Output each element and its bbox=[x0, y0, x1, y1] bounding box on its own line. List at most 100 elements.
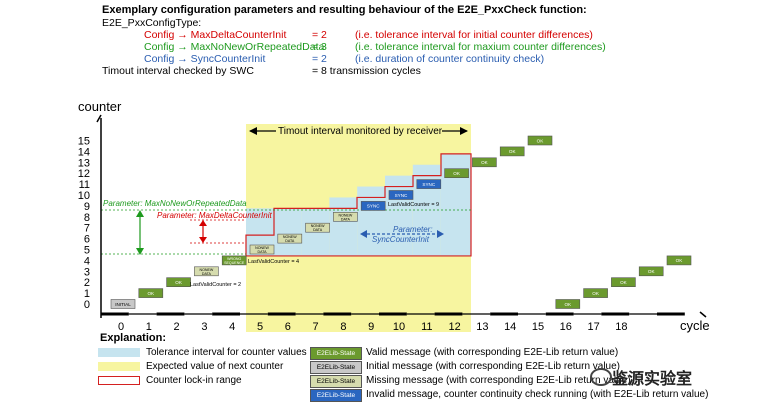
message-box-ok bbox=[166, 277, 191, 288]
legend-label-valid: Valid message (with corresponding E2E-Li… bbox=[366, 347, 619, 358]
message-box-ok bbox=[472, 157, 497, 168]
legend-state-initial: E2ELib-State bbox=[310, 361, 362, 374]
message-box-nonew bbox=[249, 244, 275, 255]
timeout-banner-label: Timout interval monitored by receiver bbox=[278, 126, 443, 137]
tolerance-band-step bbox=[357, 186, 385, 256]
message-box-label: OK bbox=[564, 302, 572, 307]
y-axis-label: counter bbox=[78, 99, 122, 114]
legend-label-invalid: Invalid message, counter continuity chec… bbox=[366, 389, 709, 400]
watermark-text: 鉴源实验室 bbox=[612, 371, 693, 388]
x-tick-label: 2 bbox=[174, 321, 180, 333]
legend-state-valid: E2ELib-State bbox=[310, 347, 362, 360]
message-box-label: OK bbox=[537, 138, 545, 143]
note-last-valid-4: LastValidCounter = 4 bbox=[248, 259, 299, 265]
legend-label-initial: Initial message (with corresponding E2E-… bbox=[366, 361, 621, 372]
param-blue-label-2: SyncCounterInit bbox=[372, 235, 430, 244]
message-box-label: DATA bbox=[341, 217, 351, 221]
param-green-label: Parameter: MaxNoNewOrRepeatedData bbox=[103, 199, 247, 208]
x-tick-label: 11 bbox=[421, 321, 432, 333]
message-box-label: SYNC bbox=[422, 182, 435, 187]
config-row-sync-value: = 2 bbox=[312, 53, 327, 65]
config-row-maxnonew-note: (i.e. tolerance interval for maxium coun… bbox=[355, 41, 606, 53]
param-blue-arrowhead-left bbox=[360, 230, 367, 238]
y-tick-label: 5 bbox=[84, 245, 90, 257]
param-red-arrowhead-bottom bbox=[199, 237, 207, 243]
message-box-label: NONEW bbox=[311, 224, 325, 228]
x-tick-label: 3 bbox=[201, 321, 207, 333]
message-box-label: OK bbox=[620, 280, 628, 285]
legend-label-expected: Expected value of next counter bbox=[146, 361, 284, 372]
x-tick-label: 6 bbox=[285, 321, 291, 333]
legend-swatch-lockin bbox=[98, 376, 140, 385]
message-box-ok bbox=[666, 255, 692, 266]
message-box-nonew bbox=[194, 266, 219, 277]
message-box-label: INITIAL bbox=[115, 302, 131, 307]
timeout-banner-right-arrowhead bbox=[460, 127, 468, 135]
message-box-ok bbox=[555, 299, 581, 309]
config-row-maxdelta-note: (i.e. tolerance interval for initial cou… bbox=[355, 29, 593, 41]
legend-label-lockin: Counter lock-in range bbox=[146, 375, 242, 386]
message-box-nonew bbox=[305, 222, 330, 233]
message-box-nonew bbox=[333, 212, 358, 222]
tolerance-band-step bbox=[385, 175, 413, 256]
config-row-sync-note: (i.e. duration of counter continuity che… bbox=[355, 53, 545, 65]
y-tick-label: 8 bbox=[84, 212, 90, 224]
y-axis-arrow-head bbox=[96, 114, 102, 123]
x-tick-label: 18 bbox=[615, 321, 627, 333]
y-tick-label: 4 bbox=[84, 255, 90, 267]
timeout-banner-left-arrowhead bbox=[249, 127, 257, 135]
message-box-sync bbox=[360, 201, 386, 211]
note-last-valid-9: LastValidCounter = 9 bbox=[388, 202, 439, 208]
x-axis-label: cycle bbox=[680, 318, 710, 333]
x-tick-label: 15 bbox=[532, 321, 544, 333]
diagram-title: Exemplary configuration parameters and r… bbox=[102, 4, 587, 16]
y-tick-label: 10 bbox=[78, 190, 90, 202]
x-tick-label: 0 bbox=[118, 321, 124, 333]
config-row-maxdelta-value: = 2 bbox=[312, 29, 327, 41]
x-tick-label: 9 bbox=[368, 321, 374, 333]
y-tick-label: 13 bbox=[78, 157, 90, 169]
message-box-ok bbox=[221, 255, 247, 266]
message-box-label: SEQUENCE bbox=[224, 261, 245, 265]
y-tick-label: 0 bbox=[84, 299, 90, 311]
message-box-label: OK bbox=[509, 149, 517, 154]
message-box-label: SYNC bbox=[395, 193, 408, 198]
message-box-label: OK bbox=[676, 258, 684, 263]
message-box-label: DATA bbox=[257, 250, 267, 254]
message-box-label: WRONG bbox=[227, 257, 241, 261]
y-tick-label: 9 bbox=[84, 201, 90, 213]
y-tick-label: 6 bbox=[84, 234, 90, 246]
message-box-label: NONEW bbox=[283, 235, 297, 239]
y-tick-label: 15 bbox=[78, 136, 90, 148]
config-row-maxnonew-value: = 3 bbox=[312, 41, 327, 53]
x-tick-label: 4 bbox=[229, 321, 235, 333]
message-box-ok bbox=[138, 288, 164, 298]
legend-title: Explanation: bbox=[100, 332, 167, 344]
config-row-maxdelta-param: Config → MaxDeltaCounterInit bbox=[144, 29, 287, 41]
message-box-label: DATA bbox=[313, 228, 323, 232]
x-tick-label: 7 bbox=[313, 321, 319, 333]
x-tick-label: 5 bbox=[257, 321, 263, 333]
message-box-ok bbox=[583, 288, 608, 298]
message-box-label: DATA bbox=[202, 272, 212, 276]
message-box-sync bbox=[416, 179, 442, 189]
param-blue-label-1: Parameter: bbox=[393, 225, 433, 234]
timeout-label: Timout interval checked by SWC bbox=[102, 65, 254, 77]
y-tick-label: 2 bbox=[84, 277, 90, 289]
message-box-label: DATA bbox=[285, 239, 295, 243]
message-box-sync bbox=[388, 190, 414, 200]
timeout-value: = 8 transmission cycles bbox=[312, 65, 421, 77]
message-box-ok bbox=[611, 277, 636, 288]
param-blue-arrowhead-right bbox=[437, 230, 444, 238]
x-tick-label: 13 bbox=[476, 321, 488, 333]
message-box-ok bbox=[499, 146, 525, 157]
config-row-sync-param: Config → SyncCounterInit bbox=[144, 53, 266, 65]
tolerance-band-step bbox=[273, 208, 302, 256]
message-box-label: NONEW bbox=[255, 246, 269, 250]
wechat-icon bbox=[590, 368, 612, 386]
y-tick-label: 12 bbox=[78, 168, 90, 180]
param-red-label: Parameter: MaxDeltaCounterInit bbox=[157, 211, 272, 220]
y-tick-label: 11 bbox=[79, 179, 90, 191]
message-box-nonew bbox=[277, 233, 303, 244]
